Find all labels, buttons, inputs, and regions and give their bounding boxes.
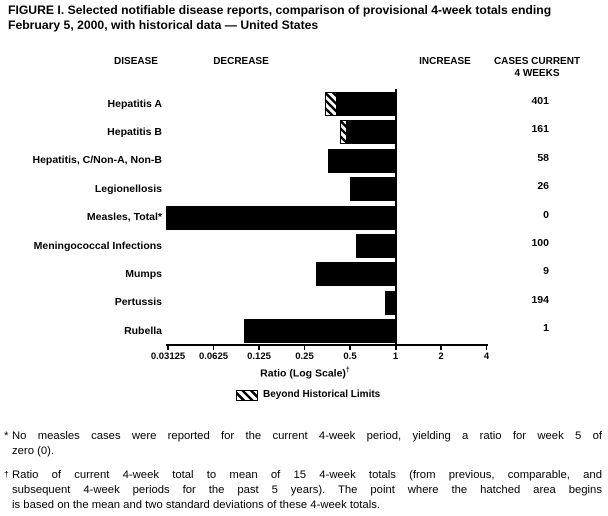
x-axis-tick-label: 0.25 [295, 351, 314, 362]
ratio-bar [316, 262, 397, 287]
column-header-increase: INCREASE [419, 56, 471, 67]
x-axis-tick [349, 345, 351, 350]
hatch-legend-swatch [236, 390, 258, 401]
x-axis-line [165, 344, 488, 346]
x-axis-title-footnote-marker: † [345, 367, 350, 374]
footnote: † Ratio of current 4-week total to mean o… [4, 468, 602, 513]
disease-label: Hepatitis A [107, 97, 162, 110]
cases-value: 161 [531, 123, 549, 136]
cases-value: 1 [543, 322, 549, 335]
x-axis-tick-label: 0.5 [343, 351, 357, 362]
x-axis-tick-label: 2 [438, 351, 444, 362]
cases-value: 401 [531, 95, 549, 107]
ratio-bar [340, 120, 397, 145]
column-header-cases-line1: CASES CURRENT [493, 56, 581, 67]
cases-value: 0 [543, 208, 549, 221]
ratio-bar [356, 234, 397, 258]
cases-value: 58 [537, 151, 549, 164]
footnote-line: Ratio of current 4-week total to mean of… [12, 469, 602, 481]
figure-title: FIGURE I. Selected notifiable disease re… [8, 3, 552, 32]
column-header-disease: DISEASE [114, 56, 158, 67]
ratio-bar [165, 205, 397, 230]
x-axis-tick [394, 345, 397, 350]
cases-value: 26 [537, 180, 549, 193]
x-axis-tick-label: 1 [392, 351, 399, 362]
cases-value: 9 [543, 265, 549, 278]
ratio-bar [244, 319, 397, 344]
footnote-line: subsequent 4-week periods for the past 5… [12, 483, 602, 496]
x-axis-tick-label: 4 [483, 351, 490, 362]
x-axis-tick [440, 345, 442, 350]
x-axis-tick-label: 0.0625 [198, 351, 229, 362]
disease-label: Legionellosis [94, 182, 162, 195]
x-axis-tick-label: 0.125 [247, 351, 271, 362]
x-axis-title: Ratio (Log Scale)† [205, 367, 405, 380]
beyond-limit-hatch [340, 120, 348, 145]
ratio-bar [384, 290, 397, 315]
disease-label: Hepatitis B [107, 125, 162, 138]
column-header-decrease: DECREASE [213, 56, 269, 67]
disease-label: Meningococcal Infections [33, 239, 162, 252]
footnote-line: No measles cases were reported for the c… [12, 430, 602, 442]
ratio-bar [350, 177, 397, 202]
cases-value: 194 [531, 293, 549, 306]
x-axis-tick [258, 345, 260, 350]
footnote-line: is based on the mean and two standard de… [12, 498, 381, 511]
footnote-line: zero (0). [12, 444, 55, 457]
column-header-cases-line2: 4 WEEKS [514, 68, 560, 79]
beyond-limit-hatch [324, 92, 337, 116]
cases-value: 100 [531, 237, 549, 249]
disease-label: Mumps [125, 267, 162, 280]
footnote-marker: * [4, 430, 9, 442]
disease-label: Pertussis [114, 296, 162, 309]
disease-label: Measles, Total* [86, 211, 162, 224]
x-axis-title-text: Ratio (Log Scale) [260, 367, 346, 380]
x-axis-tick-label: 0.03125 [150, 351, 186, 362]
x-axis-tick [167, 345, 169, 350]
disease-label: Rubella [124, 324, 162, 337]
column-header-cases: CASES CURRENT 4 WEEKS [466, 56, 608, 80]
footnote: * No measles cases were reported for the … [4, 429, 602, 459]
footnote-marker: † [4, 469, 9, 479]
disease-label: Hepatitis, C/Non-A, Non-B [32, 154, 163, 167]
x-axis-tick [485, 345, 488, 350]
hatch-legend-label: Beyond Historical Limits [263, 389, 381, 400]
x-axis-tick [212, 345, 215, 350]
ratio-bar [328, 148, 397, 173]
x-axis-tick [303, 345, 306, 350]
